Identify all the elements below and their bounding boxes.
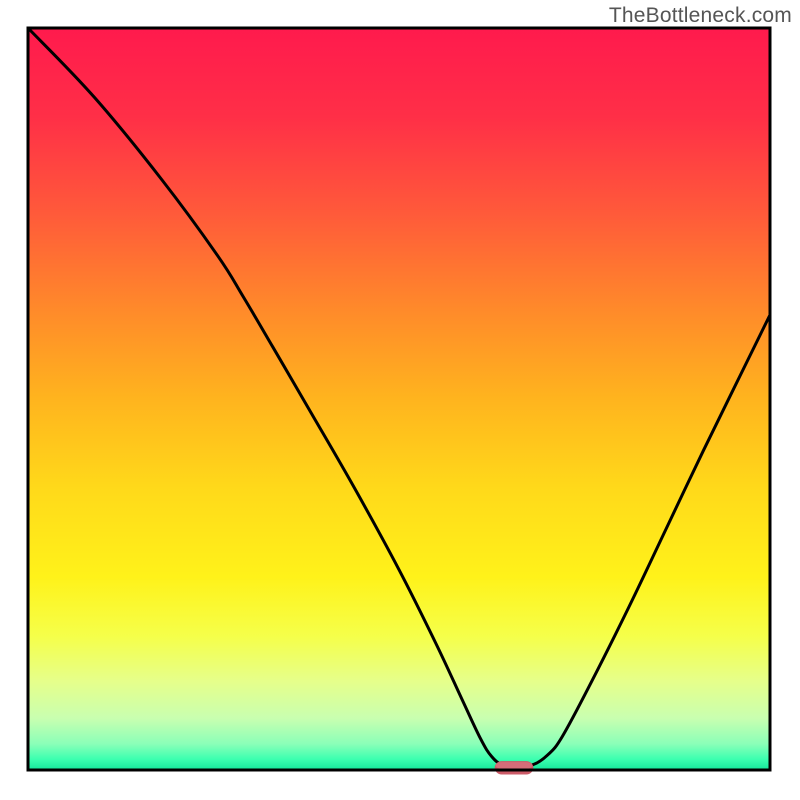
chart-container: TheBottleneck.com (0, 0, 800, 800)
plot-background (28, 28, 770, 770)
target-marker-highlight (496, 762, 533, 769)
bottleneck-curve-chart (0, 0, 800, 800)
